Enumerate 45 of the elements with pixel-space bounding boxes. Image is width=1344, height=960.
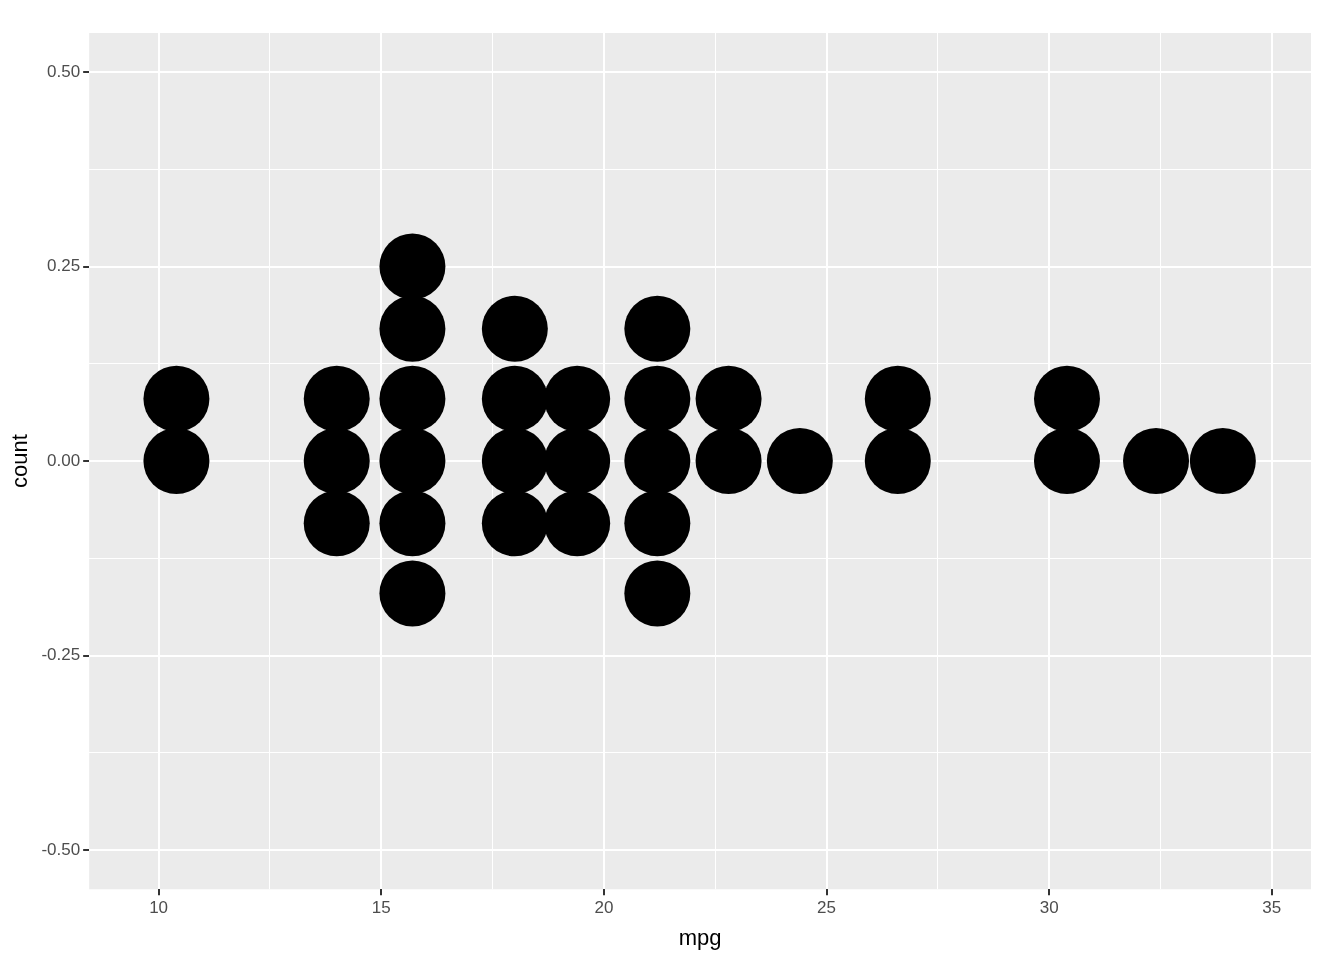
point: [544, 490, 611, 557]
point: [379, 560, 446, 627]
point: [1033, 365, 1100, 432]
point: [624, 490, 691, 557]
point: [379, 365, 446, 432]
point: [624, 365, 691, 432]
point: [695, 428, 762, 495]
point: [481, 490, 548, 557]
x-axis-title: mpg: [678, 924, 722, 950]
point: [143, 365, 210, 432]
x-tick-label: 15: [371, 898, 391, 918]
point: [1033, 428, 1100, 495]
point: [624, 295, 691, 362]
y-tick-label: -0.50: [41, 839, 81, 859]
x-tick-label: 30: [1039, 898, 1059, 918]
point: [143, 428, 210, 495]
point: [695, 365, 762, 432]
point: [864, 428, 931, 495]
point: [864, 365, 931, 432]
y-tick-label: 0.50: [47, 61, 81, 81]
point: [303, 490, 370, 557]
point: [766, 428, 833, 495]
x-tick-label: 25: [817, 898, 836, 918]
point: [624, 560, 691, 627]
point: [379, 233, 446, 300]
point: [481, 295, 548, 362]
point: [379, 295, 446, 362]
y-tick-label: -0.25: [41, 645, 81, 665]
y-tick-label: 0.25: [47, 256, 81, 276]
point: [303, 428, 370, 495]
x-tick-label: 10: [149, 898, 169, 918]
point: [1189, 428, 1256, 495]
point: [379, 490, 446, 557]
point: [481, 428, 548, 495]
point: [544, 365, 611, 432]
point: [481, 365, 548, 432]
y-tick-label: 0.00: [47, 450, 81, 470]
point: [544, 428, 611, 495]
point: [379, 428, 446, 495]
y-axis-title: count: [7, 434, 33, 489]
point: [1123, 428, 1190, 495]
point: [624, 428, 691, 495]
point: [303, 365, 370, 432]
x-tick-label: 35: [1262, 898, 1282, 918]
x-tick-label: 20: [594, 898, 614, 918]
